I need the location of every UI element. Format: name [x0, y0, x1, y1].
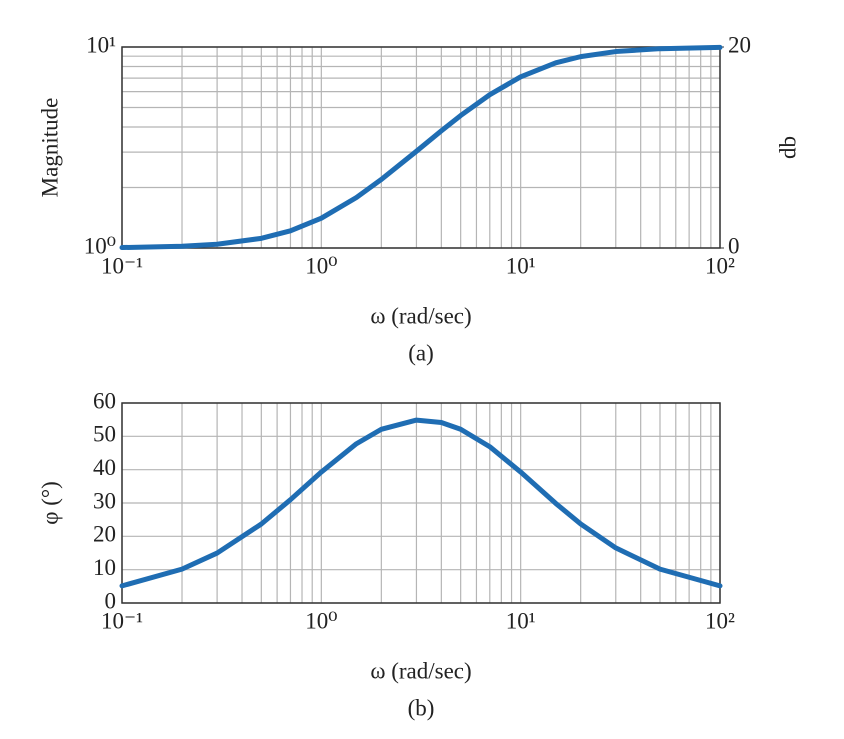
- x-tick-label: 10²: [705, 253, 735, 278]
- y-tick-label: 0: [105, 588, 117, 613]
- x-tick-label: 10¹: [506, 608, 536, 633]
- x-tick-label: 10⁰: [305, 253, 337, 278]
- plot-frame: [121, 46, 721, 249]
- y2-tick-label: 20: [728, 32, 751, 57]
- x-axis-label: ω (rad/sec): [370, 303, 471, 328]
- y-tick-label: 50: [93, 422, 116, 447]
- y2-tick-label: 0: [728, 233, 740, 258]
- caption: (b): [408, 695, 435, 720]
- y-tick-label: 10: [93, 555, 116, 580]
- y-tick-label: 40: [93, 455, 116, 480]
- y-tick-label: 10⁰: [84, 233, 116, 258]
- y-tick-label: 60: [93, 388, 116, 413]
- y-axis-label: Magnitude: [37, 98, 62, 198]
- plot-frame: [121, 402, 721, 604]
- caption: (a): [408, 340, 434, 365]
- x-tick-label: 10⁻¹: [101, 253, 143, 278]
- y2-axis-label: db: [775, 136, 800, 159]
- x-axis-label: ω (rad/sec): [370, 658, 471, 683]
- data-line: [119, 417, 723, 589]
- x-tick-label: 10⁰: [305, 608, 337, 633]
- x-tick-label: 10¹: [506, 253, 536, 278]
- y-tick-label: 30: [93, 488, 116, 513]
- x-tick-label: 10²: [705, 608, 735, 633]
- x-tick-label: 10⁻¹: [101, 608, 143, 633]
- y-tick-label: 20: [93, 522, 116, 547]
- y-tick-label: 10¹: [86, 32, 116, 57]
- data-line: [119, 44, 723, 251]
- y-axis-label: φ (°): [37, 481, 62, 525]
